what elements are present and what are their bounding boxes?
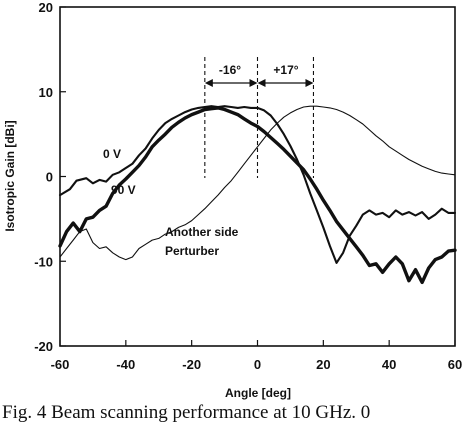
minus-16-arrow (204, 79, 258, 87)
y-tick-label: 20 (39, 0, 53, 15)
series-line-90v (58, 106, 457, 285)
y-tick-label: -10 (34, 254, 53, 269)
x-tick-label: 60 (448, 357, 462, 372)
plus-17-arrow-head-right (305, 79, 314, 87)
x-tick-label: 40 (382, 357, 396, 372)
y-tick-label: -20 (34, 339, 53, 354)
x-tick-label: 20 (316, 357, 330, 372)
axis-ticks (59, 6, 456, 347)
label-minus-16: -16° (219, 63, 241, 77)
series-line-another-side-perturber (59, 105, 456, 261)
plus-17-arrow-head-left (257, 79, 266, 87)
plus-17-arrow (257, 79, 314, 87)
minus-16-arrow-head-left (204, 79, 213, 87)
minus-16-arrow-head-right (249, 79, 258, 87)
series-line-0v (58, 105, 457, 264)
series-layer (58, 105, 457, 285)
x-axis-title: Angle [deg] (225, 386, 291, 400)
x-tick-label: -20 (182, 357, 201, 372)
label-plus-17: +17° (273, 63, 298, 77)
y-tick-label: 10 (39, 85, 53, 100)
figure-caption: Fig. 4 Beam scanning performance at 10 G… (2, 402, 370, 422)
label-another-side: Another side (165, 225, 239, 239)
x-tick-label: -60 (51, 357, 70, 372)
x-tick-label: 0 (254, 357, 261, 372)
y-tick-label: 0 (46, 170, 53, 185)
label-perturber: Perturber (165, 244, 219, 258)
x-tick-label: -40 (116, 357, 135, 372)
y-axis-title: Isotropic Gain [dBi] (3, 120, 17, 231)
label-90v: 90 V (111, 183, 136, 197)
marker-layer (204, 57, 315, 178)
label-0v: 0 V (103, 147, 121, 161)
tick-labels: -60 -40 -20 0 20 40 60 -20 -10 0 10 20 (34, 0, 462, 372)
